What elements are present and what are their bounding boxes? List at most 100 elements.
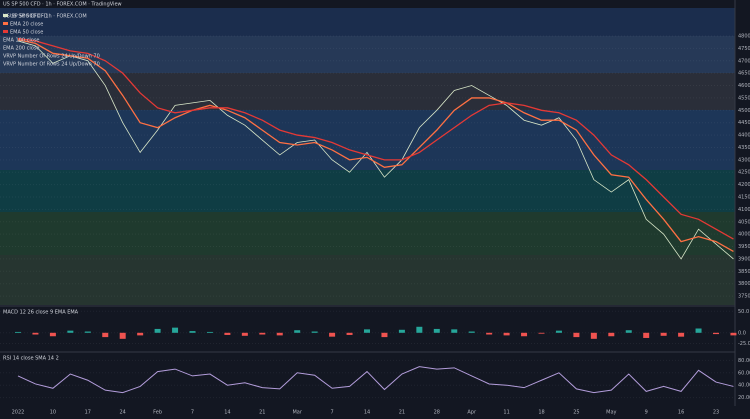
y-tick-label: 3800.0: [738, 281, 750, 287]
histogram-bar: [15, 331, 21, 333]
y-tick-label: -25.0: [738, 341, 750, 347]
histogram-bar: [608, 332, 615, 337]
histogram-bar: [102, 332, 109, 338]
y-tick-label: 4400.0: [738, 133, 750, 139]
x-tick-label: 11: [503, 410, 509, 416]
histogram-bar: [433, 328, 440, 333]
x-tick-label: 28: [434, 410, 440, 416]
x-tick-label: 23: [713, 410, 719, 416]
histogram-bar: [206, 331, 213, 333]
histogram-bar: [189, 331, 196, 333]
y-tick-label: 4600.0: [738, 83, 750, 89]
y-tick-label: 4200.0: [738, 182, 750, 188]
line: [17, 40, 734, 260]
histogram-bar: [695, 328, 702, 333]
y-tick-label: 40.00: [738, 383, 750, 389]
x-tick-label: 16: [678, 410, 684, 416]
histogram-bar: [625, 330, 632, 333]
y-tick-label: 4100.0: [738, 207, 750, 213]
y-tick-label: 4150.0: [738, 195, 750, 201]
y-tick-label: 20.00: [738, 395, 750, 401]
y-tick-label: 3750.0: [738, 294, 750, 300]
histogram-bar: [224, 332, 231, 335]
x-tick-label: 10: [50, 410, 56, 416]
band: [0, 8, 735, 36]
indicator-label: VRVP Number Of Rows 24 Up/Down 70: [3, 54, 100, 60]
histogram-bar: [364, 329, 370, 333]
header-title: US SP 500 CFD · 1h · FOREX.COM · Trading…: [3, 2, 122, 8]
histogram-bar: [329, 332, 336, 337]
histogram-bar: [468, 331, 475, 333]
y-tick-label: 4300.0: [738, 157, 750, 163]
x-tick-label: Feb: [153, 410, 162, 416]
pane-title: US SP 500 CFD · 1h · FOREX.COM: [3, 14, 87, 20]
pane-title: RSI 14 close SMA 14 2: [3, 356, 59, 362]
x-tick-label: 14: [364, 410, 370, 416]
histogram-bar: [555, 330, 562, 333]
histogram-bar: [678, 332, 685, 337]
y-tick-label: 3900.0: [738, 256, 750, 262]
x-tick-label: Apr: [467, 410, 477, 416]
histogram-bar: [730, 332, 737, 336]
histogram-bar: [660, 332, 667, 336]
y-tick-label: 4650.0: [738, 71, 750, 77]
x-tick-label: Mar: [292, 410, 302, 416]
y-tick-label: 4800.0: [738, 33, 750, 39]
histogram-bar: [311, 331, 318, 333]
pane-title: MACD 12 26 close 9 EMA EMA: [3, 310, 79, 316]
histogram-bar: [643, 332, 650, 338]
x-tick-label: May: [606, 410, 616, 416]
histogram-bar: [259, 332, 266, 335]
histogram-bar: [67, 330, 74, 333]
legend-entry: US SP 500 CFD: [10, 14, 48, 20]
histogram-bar: [49, 332, 56, 337]
y-tick-label: 4700.0: [738, 58, 750, 64]
legend-swatch: [3, 14, 8, 17]
x-tick-label: 21: [259, 410, 265, 416]
y-tick-label: 4450.0: [738, 120, 750, 126]
histogram-bar: [154, 328, 161, 333]
histogram-bar: [451, 329, 458, 333]
band: [0, 36, 735, 73]
indicator-label: VRVP Number Of Rows 24 Up/Down 70: [3, 62, 100, 68]
histogram-bar: [276, 332, 283, 336]
line: [17, 37, 734, 240]
line: [17, 39, 734, 253]
legend-entry: EMA 20 close: [10, 22, 43, 28]
histogram-bar: [381, 332, 388, 338]
line: [17, 366, 734, 394]
y-tick-label: 0.0: [738, 330, 746, 336]
x-tick-label: 2022: [12, 410, 25, 416]
histogram-bar: [346, 332, 353, 335]
histogram-bar: [486, 332, 493, 335]
histogram-bar: [521, 332, 528, 337]
histogram-bar: [503, 332, 510, 336]
histogram-bar: [119, 332, 126, 339]
indicator-label: EMA 100 close: [3, 38, 40, 44]
y-tick-label: 4350.0: [738, 145, 750, 151]
y-tick-label: 4000.0: [738, 232, 750, 238]
y-tick-label: 4550.0: [738, 95, 750, 101]
histogram-bar: [713, 332, 719, 335]
y-tick-label: 4050.0: [738, 219, 750, 225]
x-tick-label: 24: [120, 410, 126, 416]
legend-swatch: [3, 22, 8, 25]
x-tick-label: 21: [399, 410, 405, 416]
x-tick-label: 7: [331, 410, 334, 416]
x-tick-label: 14: [224, 410, 230, 416]
indicator-label: EMA 200 close: [3, 46, 40, 52]
histogram-bar: [416, 326, 423, 333]
y-tick-label: 4750.0: [738, 46, 750, 52]
y-tick-label: 3950.0: [738, 244, 750, 250]
histogram-bar: [241, 332, 248, 336]
histogram-bar: [172, 327, 179, 333]
histogram-bar: [84, 331, 91, 333]
band: [0, 110, 735, 170]
y-tick-label: 60.00: [738, 370, 750, 376]
histogram-bar: [137, 332, 144, 336]
y-tick-label: 4500.0: [738, 108, 750, 114]
histogram-bar: [573, 332, 580, 338]
band: [0, 212, 735, 255]
y-tick-label: 50.0: [738, 309, 749, 315]
